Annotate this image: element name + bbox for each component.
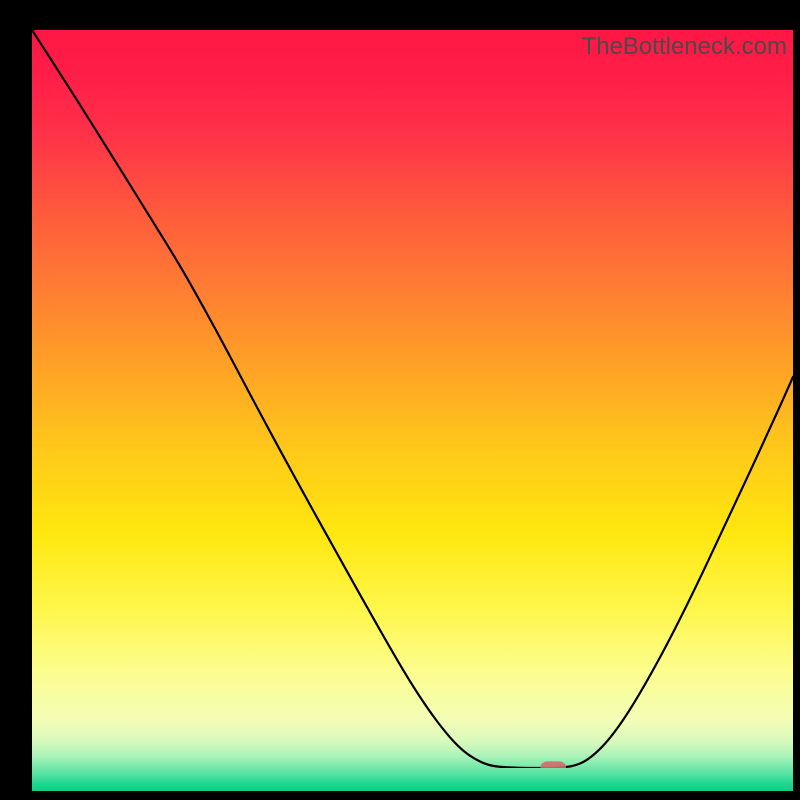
optimal-marker: [540, 761, 566, 768]
chart-stage: TheBottleneck.com: [0, 0, 800, 800]
plot-frame: TheBottleneck.com: [30, 28, 795, 770]
bottleneck-curve: [32, 30, 793, 768]
bottleneck-curve-layer: [32, 30, 793, 768]
watermark-text: TheBottleneck.com: [582, 33, 787, 61]
